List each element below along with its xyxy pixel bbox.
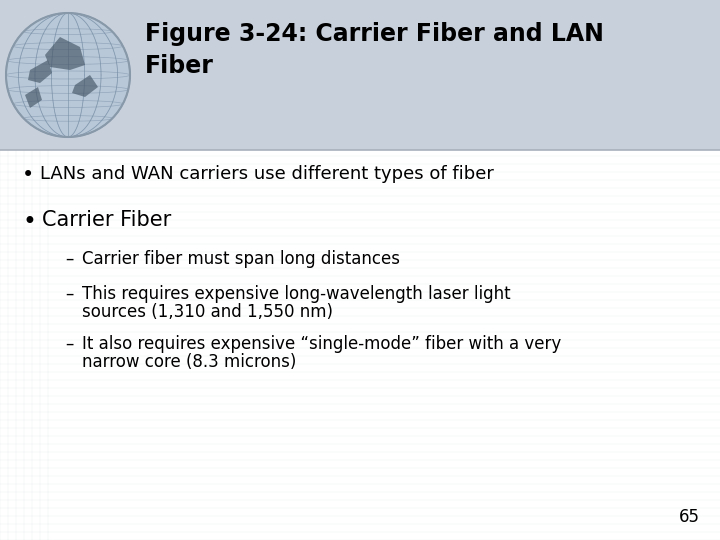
Text: Fiber: Fiber — [145, 54, 214, 78]
Text: narrow core (8.3 microns): narrow core (8.3 microns) — [82, 353, 297, 371]
Text: It also requires expensive “single-mode” fiber with a very: It also requires expensive “single-mode”… — [82, 335, 562, 353]
Polygon shape — [45, 37, 85, 70]
Text: Figure 3-24: Carrier Fiber and LAN: Figure 3-24: Carrier Fiber and LAN — [145, 22, 604, 46]
Text: •: • — [22, 165, 35, 185]
Text: 65: 65 — [679, 508, 700, 526]
Text: Carrier fiber must span long distances: Carrier fiber must span long distances — [82, 250, 400, 268]
Text: LANs and WAN carriers use different types of fiber: LANs and WAN carriers use different type… — [40, 165, 494, 183]
Circle shape — [6, 13, 130, 137]
Text: •: • — [22, 210, 36, 234]
Bar — [0, 150, 720, 540]
Bar — [0, 0, 720, 150]
Text: sources (1,310 and 1,550 nm): sources (1,310 and 1,550 nm) — [82, 303, 333, 321]
Text: Carrier Fiber: Carrier Fiber — [42, 210, 171, 230]
Text: –: – — [65, 335, 73, 353]
Polygon shape — [25, 87, 42, 108]
Polygon shape — [72, 75, 98, 97]
Text: –: – — [65, 250, 73, 268]
Polygon shape — [28, 60, 52, 83]
Text: This requires expensive long-wavelength laser light: This requires expensive long-wavelength … — [82, 285, 510, 303]
Text: –: – — [65, 285, 73, 303]
